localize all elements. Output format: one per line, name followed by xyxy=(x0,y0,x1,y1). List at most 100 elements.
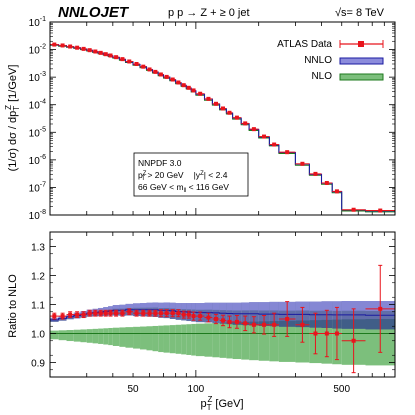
bottom-nlo-band xyxy=(212,323,220,358)
top-data-point xyxy=(351,207,356,212)
bottom-data-point xyxy=(234,319,239,324)
bottom-nnlo-band-upper xyxy=(163,302,170,308)
bottom-nlo-band xyxy=(119,327,126,347)
legend-marker-data xyxy=(358,41,364,47)
bottom-data-point xyxy=(81,312,86,317)
bottom-data-point xyxy=(251,322,256,327)
top-series xyxy=(50,42,395,213)
bottom-plot-frame xyxy=(49,231,396,378)
top-ytick-label: 10-2 xyxy=(29,44,46,57)
bottom-nnlo-band-upper xyxy=(169,302,176,309)
x-tick-label: 100 xyxy=(188,384,205,395)
bottom-nnlo-band-upper xyxy=(295,301,310,311)
top-data-point xyxy=(300,161,305,166)
bottom-data-point xyxy=(186,312,191,317)
bottom-nnlo-band-upper xyxy=(258,302,270,311)
top-data-point xyxy=(176,80,181,85)
top-data-point xyxy=(147,67,152,72)
bottom-data-point xyxy=(153,311,158,316)
bottom-data-point xyxy=(68,312,73,317)
top-data-point xyxy=(81,46,86,51)
bottom-data-point xyxy=(114,311,119,316)
bottom-nlo-band xyxy=(186,324,192,355)
top-data-point xyxy=(206,96,211,101)
bottom-nlo-band xyxy=(219,322,227,358)
top-data-point xyxy=(68,44,73,49)
top-data-point xyxy=(127,59,132,64)
top-ylabel-text: (1/σ) dσ / dpTZ [1/GeV] xyxy=(4,65,21,172)
bottom-nlo-band xyxy=(66,330,74,342)
top-data-point xyxy=(141,64,146,69)
top-data-point xyxy=(134,61,139,66)
x-tick-label: 500 xyxy=(333,384,350,395)
bottom-nnlo-band-upper xyxy=(140,303,147,308)
bottom-nnlo-band-upper xyxy=(181,303,187,310)
legend-label-data: ATLAS Data xyxy=(277,39,332,50)
bottom-data-point xyxy=(141,311,146,316)
bottom-nnlo-band-upper xyxy=(112,305,120,309)
bottom-nlo-band xyxy=(258,321,270,361)
bottom-nnlo-band-upper xyxy=(226,302,233,311)
bottom-nlo-band xyxy=(140,326,147,350)
top-data-point xyxy=(60,43,65,48)
info-mass: 66 GeV < mll < 116 GeV xyxy=(138,182,229,194)
bottom-y-axis-label: Ratio to NLO xyxy=(7,274,19,338)
top-data-point xyxy=(234,115,239,120)
top-ytick-label: 10-8 xyxy=(29,209,46,222)
bottom-nlo-band xyxy=(249,321,259,361)
energy-label: √s= 8 TeV xyxy=(335,7,385,19)
bottom-nlo-band xyxy=(158,325,164,353)
top-data-point xyxy=(191,88,196,93)
bottom-nlo-band xyxy=(146,326,153,351)
bottom-nnlo-band-upper xyxy=(125,303,134,308)
bottom-data-point xyxy=(191,314,196,319)
top-ytick-label: 10-5 xyxy=(29,126,46,139)
bottom-ytick-label: 0.9 xyxy=(31,359,45,370)
bottom-nnlo-band-upper xyxy=(103,307,109,311)
bottom-data-point xyxy=(324,331,329,336)
top-data-point xyxy=(227,110,232,115)
top-data-point xyxy=(158,72,163,77)
top-data-point xyxy=(272,142,277,147)
bottom-data-point xyxy=(103,311,108,316)
legend: ATLAS Data NNLO NLO xyxy=(277,39,384,82)
top-data-point xyxy=(114,55,119,60)
bottom-data-point xyxy=(75,312,80,317)
top-data-point xyxy=(181,83,186,88)
bottom-nlo-band xyxy=(241,321,250,360)
bottom-data-point xyxy=(198,314,203,319)
top-data-point xyxy=(214,101,219,106)
bottom-nlo-band xyxy=(195,323,205,357)
bottom-data-point xyxy=(52,314,57,319)
top-data-point xyxy=(93,49,98,54)
bottom-data-point xyxy=(98,311,103,316)
bottom-data-point xyxy=(214,317,219,321)
bottom-ytick-label: 1.2 xyxy=(31,272,45,283)
bottom-nlo-band xyxy=(232,322,242,360)
top-y-tick-labels: 10-1 10-2 10-3 10-4 10-5 10-6 10-7 10-8 xyxy=(29,16,46,222)
bottom-nnlo-band-upper xyxy=(119,304,126,309)
bottom-data-point xyxy=(108,311,113,316)
legend-label-nnlo: NNLO xyxy=(304,55,332,66)
bottom-nnlo-band-upper xyxy=(158,302,164,309)
top-data-point xyxy=(75,45,80,50)
bottom-nlo-band xyxy=(226,322,233,359)
top-data-point xyxy=(120,57,125,62)
top-ytick-label: 10-1 xyxy=(29,16,46,29)
top-data-point xyxy=(103,52,108,57)
bottom-nnlo-band-upper xyxy=(269,301,279,311)
bottom-nnlo-band-upper xyxy=(321,301,333,311)
bottom-panel: 0.9 1.0 1.1 1.2 1.3 Ratio to NLO 50 100 500 pT… xyxy=(7,231,396,412)
info-pdf: NNPDF 3.0 xyxy=(138,158,182,168)
bottom-data-point xyxy=(227,319,232,324)
bottom-data-point xyxy=(147,311,152,316)
bottom-series xyxy=(50,264,395,374)
top-ytick-label: 10-3 xyxy=(29,71,46,84)
bottom-data-point xyxy=(378,306,383,311)
bottom-nlo-band xyxy=(204,323,213,357)
top-plot-frame xyxy=(49,21,396,216)
bottom-ytick-label: 1.0 xyxy=(31,330,45,341)
bottom-data-point xyxy=(158,311,163,316)
bottom-data-point xyxy=(60,314,65,319)
top-data-point xyxy=(221,106,226,111)
